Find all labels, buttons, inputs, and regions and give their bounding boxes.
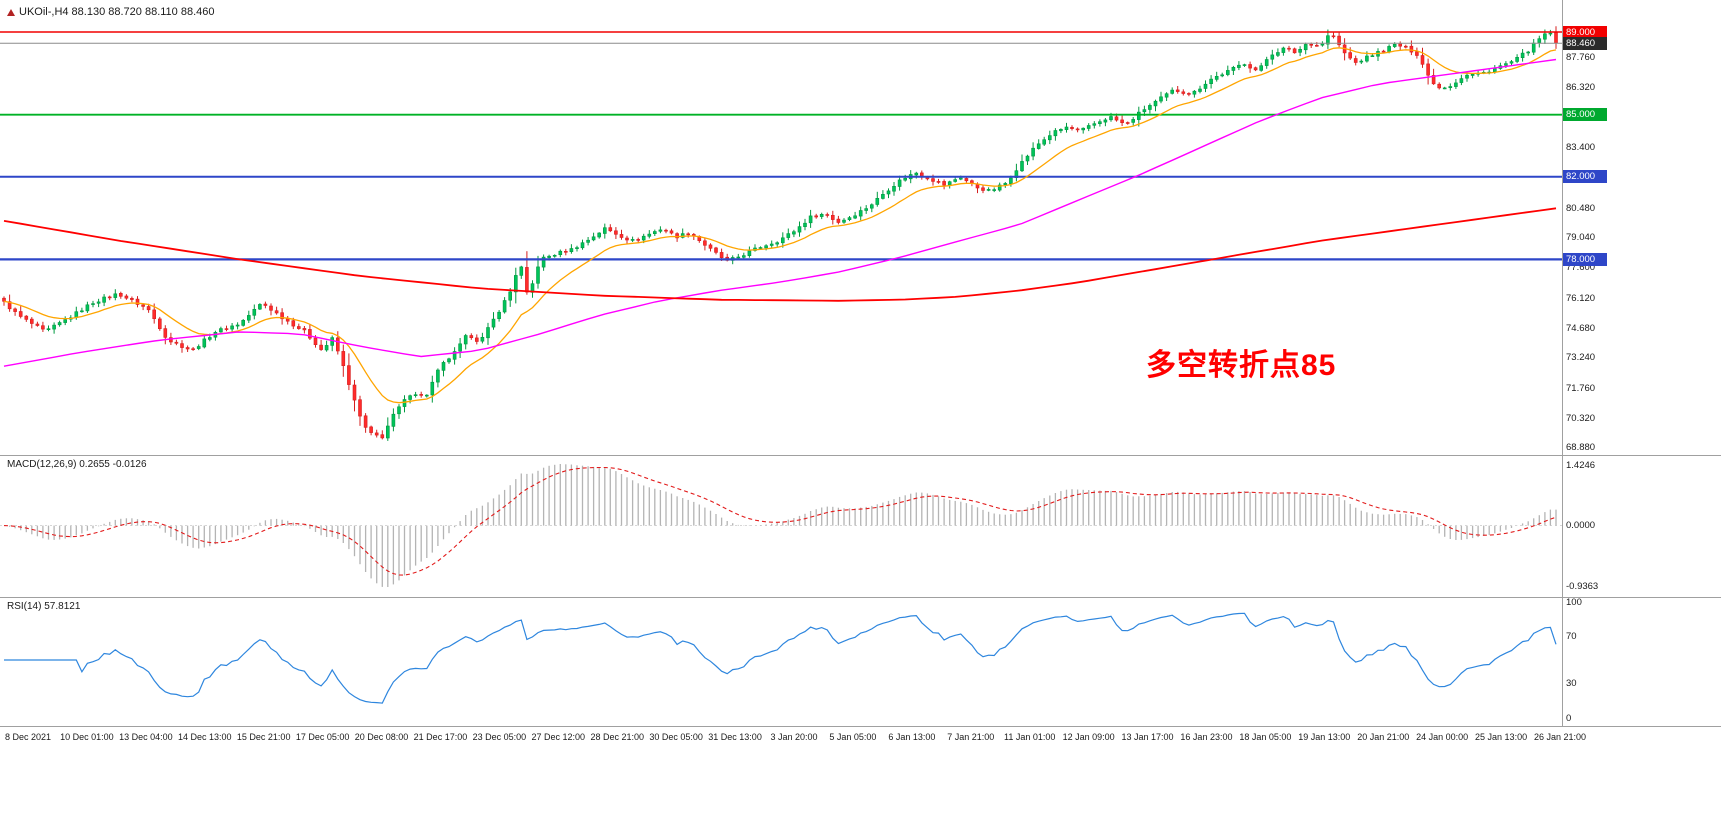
price-tick-label[interactable]: 73.240 [1566,352,1596,364]
time-axis-label[interactable]: 13 Dec 04:00 [119,732,173,742]
price-tick-label[interactable]: 70.320 [1566,412,1596,424]
time-axis-label[interactable]: 20 Dec 08:00 [354,732,409,742]
time-axis-label[interactable]: 18 Jan 05:00 [1239,732,1292,742]
time-axis-label[interactable]: 12 Jan 09:00 [1062,732,1115,742]
ma-slow-line[interactable] [3,207,1557,302]
time-axis-label[interactable]: 24 Jan 00:00 [1416,732,1469,742]
time-axis-label[interactable]: 10 Dec 01:00 [60,732,114,742]
price-tick-label[interactable]: 74.680 [1566,322,1596,334]
price-tick-label[interactable]: 76.120 [1566,292,1596,304]
macd-histogram [8,464,1557,587]
chart-title-text: UKOil-,H4 88.130 88.720 88.110 88.460 [19,6,215,18]
time-axis-label[interactable]: 3 Jan 20:00 [770,732,818,742]
time-axis-label[interactable]: 27 Dec 12:00 [531,732,586,742]
time-axis-label[interactable]: 16 Jan 23:00 [1180,732,1233,742]
price-tick-label[interactable]: 68.880 [1566,442,1596,454]
last-price-badge: 88.460 [1563,36,1607,50]
rsi-tick-label[interactable]: 70 [1566,631,1577,643]
time-axis-label[interactable]: 15 Dec 21:00 [236,732,291,742]
price-tick-label[interactable]: 79.040 [1566,232,1596,244]
time-axis-label[interactable]: 23 Dec 05:00 [472,732,527,742]
symbol-marker-icon [7,8,15,16]
price-tick-label[interactable]: 86.320 [1566,81,1596,93]
time-axis-label[interactable]: 5 Jan 05:00 [829,732,877,742]
ma-fast-line[interactable] [3,47,1557,404]
time-axis-label[interactable]: 7 Jan 21:00 [947,732,995,742]
price-tick-label[interactable]: 87.760 [1566,52,1596,64]
price-level-badge: 89.000 [1563,25,1607,39]
price-level-badge: 85.000 [1563,108,1607,122]
time-axis-label[interactable]: 19 Jan 13:00 [1298,732,1351,742]
price-level-badge: 82.000 [1563,170,1607,184]
time-axis-label[interactable]: 17 Dec 05:00 [295,732,350,742]
chart-title: UKOil-,H4 88.130 88.720 88.110 88.460 [7,6,215,18]
annotation-text: 多空转折点85 [1146,349,1337,382]
time-axis-label[interactable]: 14 Dec 13:00 [177,732,232,742]
time-axis-label[interactable]: 30 Dec 05:00 [649,732,703,742]
rsi-indicator-label: RSI(14) 57.8121 [7,601,81,612]
time-axis-label[interactable]: 31 Dec 13:00 [708,732,762,742]
time-axis-label[interactable]: 11 Jan 01:00 [1003,732,1056,742]
time-axis-label[interactable]: 28 Dec 21:00 [590,732,644,742]
time-axis-label[interactable]: 13 Jan 17:00 [1121,732,1174,742]
price-level-badge: 78.000 [1563,252,1607,266]
rsi-tick-label[interactable]: 0 [1566,712,1572,724]
ma-mid-line[interactable] [3,58,1557,367]
rsi-tick-label[interactable]: 30 [1566,677,1577,689]
macd-signal-line[interactable] [3,466,1557,576]
macd-indicator-label: MACD(12,26,9) 0.2655 -0.0126 [7,459,147,470]
time-axis-label[interactable]: 8 Dec 2021 [4,732,52,742]
macd-min-label[interactable]: -0.9363 [1566,581,1599,592]
price-tick-label[interactable]: 71.760 [1566,382,1596,394]
rsi-tick-label[interactable]: 100 [1566,596,1582,608]
macd-zero-label[interactable]: 0.0000 [1566,520,1596,532]
price-tick-label[interactable]: 83.400 [1566,142,1596,154]
rsi-line[interactable] [4,612,1557,704]
time-axis-label[interactable]: 26 Jan 21:00 [1533,732,1587,742]
price-tick-label[interactable]: 80.480 [1566,202,1596,214]
time-axis-label[interactable]: 6 Jan 13:00 [888,732,936,742]
time-axis-label[interactable]: 25 Jan 13:00 [1475,732,1528,742]
price-tick-label[interactable]: 77.600 [1566,262,1596,274]
time-axis-label[interactable]: 21 Dec 17:00 [413,732,468,742]
time-axis-label[interactable]: 20 Jan 21:00 [1357,732,1410,742]
macd-max-label[interactable]: 1.4246 [1566,460,1596,471]
